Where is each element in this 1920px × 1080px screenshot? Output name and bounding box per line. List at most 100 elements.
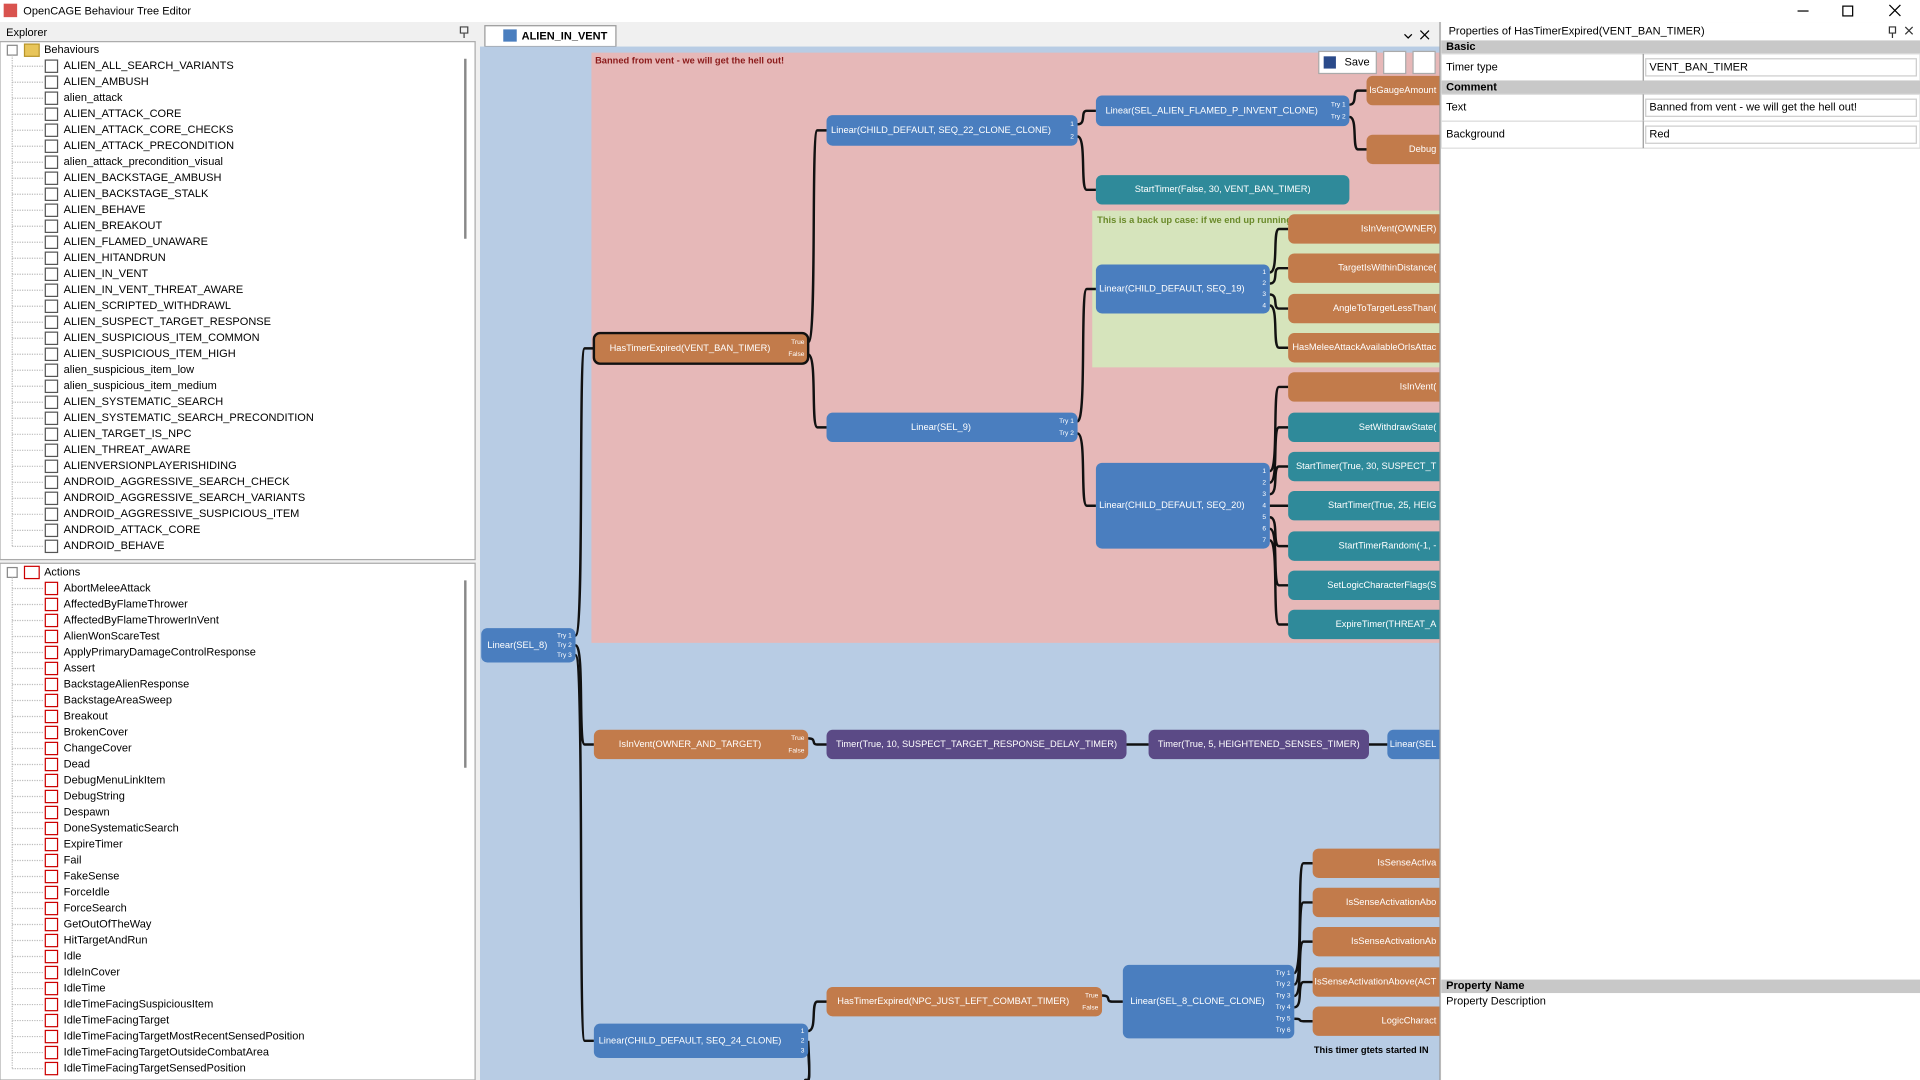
section-header[interactable] (1441, 80, 1920, 95)
tree-item[interactable]: ALIEN_BACKSTAGE_STALK (64, 188, 209, 200)
node-label[interactable]: HasTimerExpired(NPC_JUST_LEFT_COMBAT_TIM… (837, 996, 1069, 1006)
node[interactable] (1122, 964, 1295, 1039)
tree-group[interactable]: Behaviours (44, 44, 100, 56)
tree-item[interactable]: ALIEN_AMBUSH (64, 76, 149, 88)
tree-item[interactable]: ALIEN_ATTACK_CORE_CHECKS (64, 124, 234, 136)
node[interactable] (1288, 451, 1459, 482)
node-label[interactable]: TargetIsWithinDistance( (1338, 263, 1437, 273)
save-label[interactable]: Save (1344, 56, 1369, 68)
tree-item[interactable]: ALIEN_IN_VENT (64, 268, 149, 280)
node[interactable] (1288, 372, 1459, 402)
tree-item[interactable]: ALIEN_THREAT_AWARE (64, 444, 191, 456)
tree-item[interactable]: alien_suspicious_item_low (64, 364, 194, 376)
node-label[interactable]: LogicCharact (1382, 1016, 1437, 1026)
node-label[interactable]: IsInVent(OWNER) (1361, 223, 1436, 233)
tree-item[interactable]: Fail (64, 854, 82, 866)
node[interactable] (1312, 887, 1460, 918)
node-label[interactable]: SetWithdrawState( (1359, 422, 1437, 432)
node-label[interactable]: HasTimerExpired(VENT_BAN_TIMER) (610, 343, 771, 353)
tree-item[interactable]: ALIEN_SYSTEMATIC_SEARCH_PRECONDITION (64, 412, 314, 424)
node-label[interactable]: Linear(CHILD_DEFAULT, SEQ_19) (1099, 283, 1245, 293)
node[interactable] (1312, 848, 1460, 878)
tab-menu[interactable] (1404, 33, 1413, 39)
property-editor[interactable] (1645, 58, 1917, 77)
tree-item[interactable]: ANDROID_BEHAVE (64, 540, 165, 552)
node-label[interactable]: HasMeleeAttackAvailableOrIsAttac (1292, 342, 1436, 352)
node-label[interactable]: Debug (1409, 144, 1436, 154)
tree-item[interactable]: HitTargetAndRun (64, 934, 148, 946)
node[interactable] (593, 1023, 809, 1058)
tree-item[interactable]: DoneSystematicSearch (64, 822, 179, 834)
property-value[interactable]: VENT_BAN_TIMER (1649, 61, 1748, 73)
tree-item[interactable]: ALIEN_BACKSTAGE_AMBUSH (64, 172, 222, 184)
node[interactable] (826, 115, 1078, 146)
maximize-button[interactable] (1842, 5, 1854, 17)
tree-item[interactable]: ALIEN_FLAMED_UNAWARE (64, 236, 208, 248)
node-label[interactable]: ExpireTimer(THREAT_A (1336, 619, 1438, 629)
node[interactable] (1095, 264, 1270, 314)
tree-item[interactable]: ALIEN_SUSPICIOUS_ITEM_HIGH (64, 348, 236, 360)
tree-item[interactable]: ANDROID_AGGRESSIVE_SEARCH_CHECK (64, 476, 291, 488)
tree-item[interactable]: ANDROID_ATTACK_CORE (64, 524, 201, 536)
tree-item[interactable]: IdleInCover (64, 966, 121, 978)
node-label[interactable]: IsSenseActivationAbo (1346, 897, 1436, 907)
tree-item[interactable]: ALIENVERSIONPLAYERISHIDING (64, 460, 237, 472)
tree-item[interactable]: GetOutOfTheWay (64, 918, 152, 930)
node[interactable] (1095, 462, 1270, 549)
tree-item[interactable]: ALIEN_SCRIPTED_WITHDRAWL (64, 300, 231, 312)
tree-item[interactable]: BackstageAlienResponse (64, 678, 190, 690)
tree-item[interactable]: AbortMeleeAttack (64, 582, 151, 594)
node[interactable] (1288, 531, 1459, 561)
tree-item[interactable]: ForceSearch (64, 902, 127, 914)
tree-item[interactable]: FakeSense (64, 870, 120, 882)
tree-item[interactable]: IdleTimeFacingSuspiciousItem (64, 998, 214, 1010)
tree-item[interactable]: Breakout (64, 710, 108, 722)
tree-item[interactable]: ForceIdle (64, 886, 110, 898)
tree-item[interactable]: AlienWonScareTest (64, 630, 160, 642)
node[interactable] (593, 729, 809, 760)
tree-item[interactable]: ANDROID_AGGRESSIVE_SEARCH_VARIANTS (64, 492, 306, 504)
panel-controls[interactable] (1888, 26, 1914, 38)
node-label[interactable]: Linear(CHILD_DEFAULT, SEQ_22_CLONE_CLONE… (831, 125, 1051, 135)
node-label[interactable]: AngleToTargetLessThan( (1333, 303, 1437, 313)
tree-group[interactable]: Actions (44, 566, 81, 578)
node[interactable] (1366, 75, 1465, 106)
tree-item[interactable]: BackstageAreaSweep (64, 694, 172, 706)
tab-close[interactable] (1419, 30, 1430, 40)
node-label[interactable]: IsSenseActivationAbove(ACT (1314, 976, 1436, 986)
tree-item[interactable]: ALIEN_SYSTEMATIC_SEARCH (64, 396, 224, 408)
node[interactable] (1148, 729, 1369, 760)
tree-item[interactable]: AffectedByFlameThrower (64, 598, 188, 610)
tree-item[interactable]: ALIEN_IN_VENT_THREAT_AWARE (64, 284, 244, 296)
node[interactable] (481, 628, 576, 663)
tree-item[interactable]: ALIEN_ALL_SEARCH_VARIANTS (64, 60, 234, 72)
tree-item[interactable]: DebugMenuLinkItem (64, 774, 166, 786)
section-header[interactable] (1441, 40, 1920, 54)
node-label[interactable]: IsSenseActiva (1377, 858, 1437, 868)
node-label[interactable]: IsInVent(OWNER_AND_TARGET) (619, 739, 761, 749)
node[interactable] (1312, 926, 1460, 957)
node-label[interactable]: IsSenseActivationAb (1351, 936, 1436, 946)
node[interactable] (1095, 175, 1350, 205)
tree-item[interactable]: ALIEN_ATTACK_PRECONDITION (64, 140, 234, 152)
property-editor[interactable] (1645, 125, 1917, 144)
node-label[interactable]: StartTimer(False, 30, VENT_BAN_TIMER) (1135, 184, 1311, 194)
node[interactable] (1288, 333, 1459, 363)
export-button[interactable] (1383, 50, 1407, 75)
node[interactable] (826, 412, 1078, 443)
node-label[interactable]: Linear(SEL (1390, 739, 1437, 749)
tree-item[interactable]: DebugString (64, 790, 125, 802)
node-label[interactable]: IsGaugeAmount (1369, 85, 1437, 95)
tab-label[interactable]: ALIEN_IN_VENT (522, 31, 608, 43)
tree-item[interactable]: ALIEN_TARGET_IS_NPC (64, 428, 192, 440)
tree-item[interactable]: alien_attack (64, 92, 123, 104)
node[interactable] (1288, 609, 1459, 640)
tree-item[interactable]: ANDROID_AGGRESSIVE_SUSPICIOUS_ITEM (64, 508, 300, 520)
node-label[interactable]: StartTimer(True, 25, HEIG (1328, 500, 1436, 510)
tree-item[interactable]: AffectedByFlameThrowerInVent (64, 614, 219, 626)
node[interactable] (826, 729, 1127, 760)
tree-item[interactable]: IdleTimeFacingTarget (64, 1014, 170, 1026)
tree-item[interactable]: alien_attack_precondition_visual (64, 156, 223, 168)
node-label[interactable]: Linear(SEL_8) (487, 640, 547, 650)
tree-item[interactable]: alien_suspicious_item_medium (64, 380, 217, 392)
